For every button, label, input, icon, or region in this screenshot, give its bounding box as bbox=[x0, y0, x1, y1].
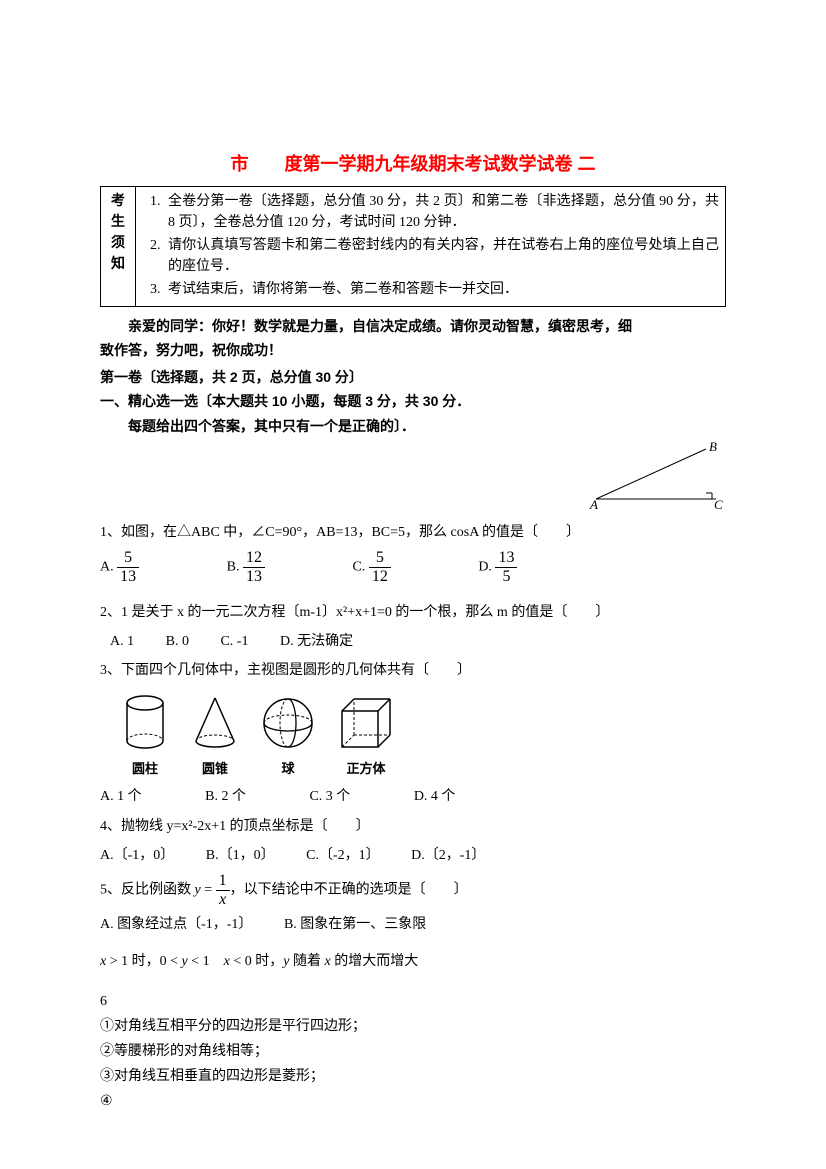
question-1: A B C 1、如图，在△ABC 中，∠C=90°，AB=13，BC=5，那么 … bbox=[100, 451, 726, 586]
question-4: 4、抛物线 y=x²-2x+1 的顶点坐标是〔 〕 A.〔-1，0〕 B.〔1，… bbox=[100, 814, 726, 868]
q6-line-4: ④ bbox=[100, 1089, 726, 1114]
q1-option-d: D. 135 bbox=[478, 549, 573, 585]
q4-option-d: D.〔2，-1〕 bbox=[411, 843, 485, 868]
section-1-head: 第一卷〔选择题，共 2 页，总分值 30 分〕 bbox=[100, 366, 726, 388]
shape-cone: 圆锥 bbox=[190, 693, 240, 780]
notice-box: 考生须知 全卷分第一卷〔选择题，总分值 30 分，共 2 页〕和第二卷〔非选择题… bbox=[100, 186, 726, 307]
question-6: 6 ①对角线互相平分的四边形是平行四边形； ②等腰梯形的对角线相等； ③对角线互… bbox=[100, 989, 726, 1115]
q3-stem: 3、下面四个几何体中，主视图是圆形的几何体共有〔 〕 bbox=[100, 658, 726, 683]
q2-option-a: A. 1 bbox=[110, 629, 134, 654]
q5-stem: 5、反比例函数 y = 1x，以下结论中不正确的选项是〔 〕 bbox=[100, 872, 726, 908]
q3-option-a: A. 1 个 bbox=[100, 784, 142, 809]
q6-head: 6 bbox=[100, 989, 726, 1014]
shape-cylinder: 圆柱 bbox=[120, 693, 170, 780]
q4-option-c: C.〔-2，1〕 bbox=[306, 843, 380, 868]
q6-line-2: ②等腰梯形的对角线相等； bbox=[100, 1039, 726, 1064]
q1-option-c: C. 512 bbox=[352, 549, 446, 585]
q1-option-a: A. 513 bbox=[100, 549, 195, 585]
shape-sphere: 球 bbox=[260, 693, 316, 780]
part1-line-1: 一、精心选一选〔本大题共 10 小题，每题 3 分，共 30 分． bbox=[100, 390, 726, 412]
svg-text:C: C bbox=[714, 497, 723, 511]
q2-option-c: C. -1 bbox=[220, 629, 248, 654]
q4-option-b: B.〔1，0〕 bbox=[206, 843, 275, 868]
q2-option-b: B. 0 bbox=[166, 629, 189, 654]
svg-text:B: B bbox=[709, 441, 717, 454]
triangle-figure: A B C bbox=[586, 441, 726, 520]
question-2: 2、1 是关于 x 的一元二次方程〔m-1〕x²+x+1=0 的一个根，那么 m… bbox=[100, 600, 726, 654]
q1-option-b: B. 1213 bbox=[227, 549, 321, 585]
question-5: 5、反比例函数 y = 1x，以下结论中不正确的选项是〔 〕 A. 图象经过点〔… bbox=[100, 872, 726, 975]
q6-line-3: ③对角线互相垂直的四边形是菱形； bbox=[100, 1064, 726, 1089]
q5-option-b: B. 图象在第一、三象限 bbox=[284, 912, 426, 937]
q5-line-3: x > 1 时，0 < y < 1 x < 0 时，y 随着 x 的增大而增大 bbox=[100, 949, 726, 974]
notice-item: 全卷分第一卷〔选择题，总分值 30 分，共 2 页〕和第二卷〔非选择题，总分值 … bbox=[164, 191, 719, 233]
greeting-line-1: 亲爱的同学：你好！数学就是力量，自信决定成绩。请你灵动智慧，缜密思考，细 bbox=[100, 315, 726, 337]
notice-item: 考试结束后，请你将第一卷、第二卷和答题卡一并交回． bbox=[164, 279, 719, 300]
page-title: 市 度第一学期九年级期末考试数学试卷 二 bbox=[100, 150, 726, 176]
q3-option-d: D. 4 个 bbox=[414, 784, 456, 809]
shape-cube: 正方体 bbox=[336, 693, 396, 780]
notice-content: 全卷分第一卷〔选择题，总分值 30 分，共 2 页〕和第二卷〔非选择题，总分值 … bbox=[136, 187, 726, 307]
q5-option-a: A. 图象经过点〔-1，-1〕 bbox=[100, 912, 252, 937]
q2-option-d: D. 无法确定 bbox=[280, 629, 353, 654]
greeting-line-2: 致作答，努力吧，祝你成功！ bbox=[100, 339, 726, 361]
q4-option-a: A.〔-1，0〕 bbox=[100, 843, 174, 868]
q2-stem: 2、1 是关于 x 的一元二次方程〔m-1〕x²+x+1=0 的一个根，那么 m… bbox=[100, 600, 726, 625]
part1-line-2: 每题给出四个答案，其中只有一个是正确的〕． bbox=[100, 415, 726, 437]
q3-option-b: B. 2 个 bbox=[205, 784, 246, 809]
q4-stem: 4、抛物线 y=x²-2x+1 的顶点坐标是〔 〕 bbox=[100, 814, 726, 839]
svg-text:A: A bbox=[589, 497, 598, 511]
question-3: 3、下面四个几何体中，主视图是圆形的几何体共有〔 〕 圆柱 bbox=[100, 658, 726, 810]
notice-left-label: 考生须知 bbox=[101, 187, 136, 307]
q3-option-c: C. 3 个 bbox=[309, 784, 350, 809]
q6-line-1: ①对角线互相平分的四边形是平行四边形； bbox=[100, 1014, 726, 1039]
notice-item: 请你认真填写答题卡和第二卷密封线内的有关内容，并在试卷右上角的座位号处填上自己的… bbox=[164, 235, 719, 277]
